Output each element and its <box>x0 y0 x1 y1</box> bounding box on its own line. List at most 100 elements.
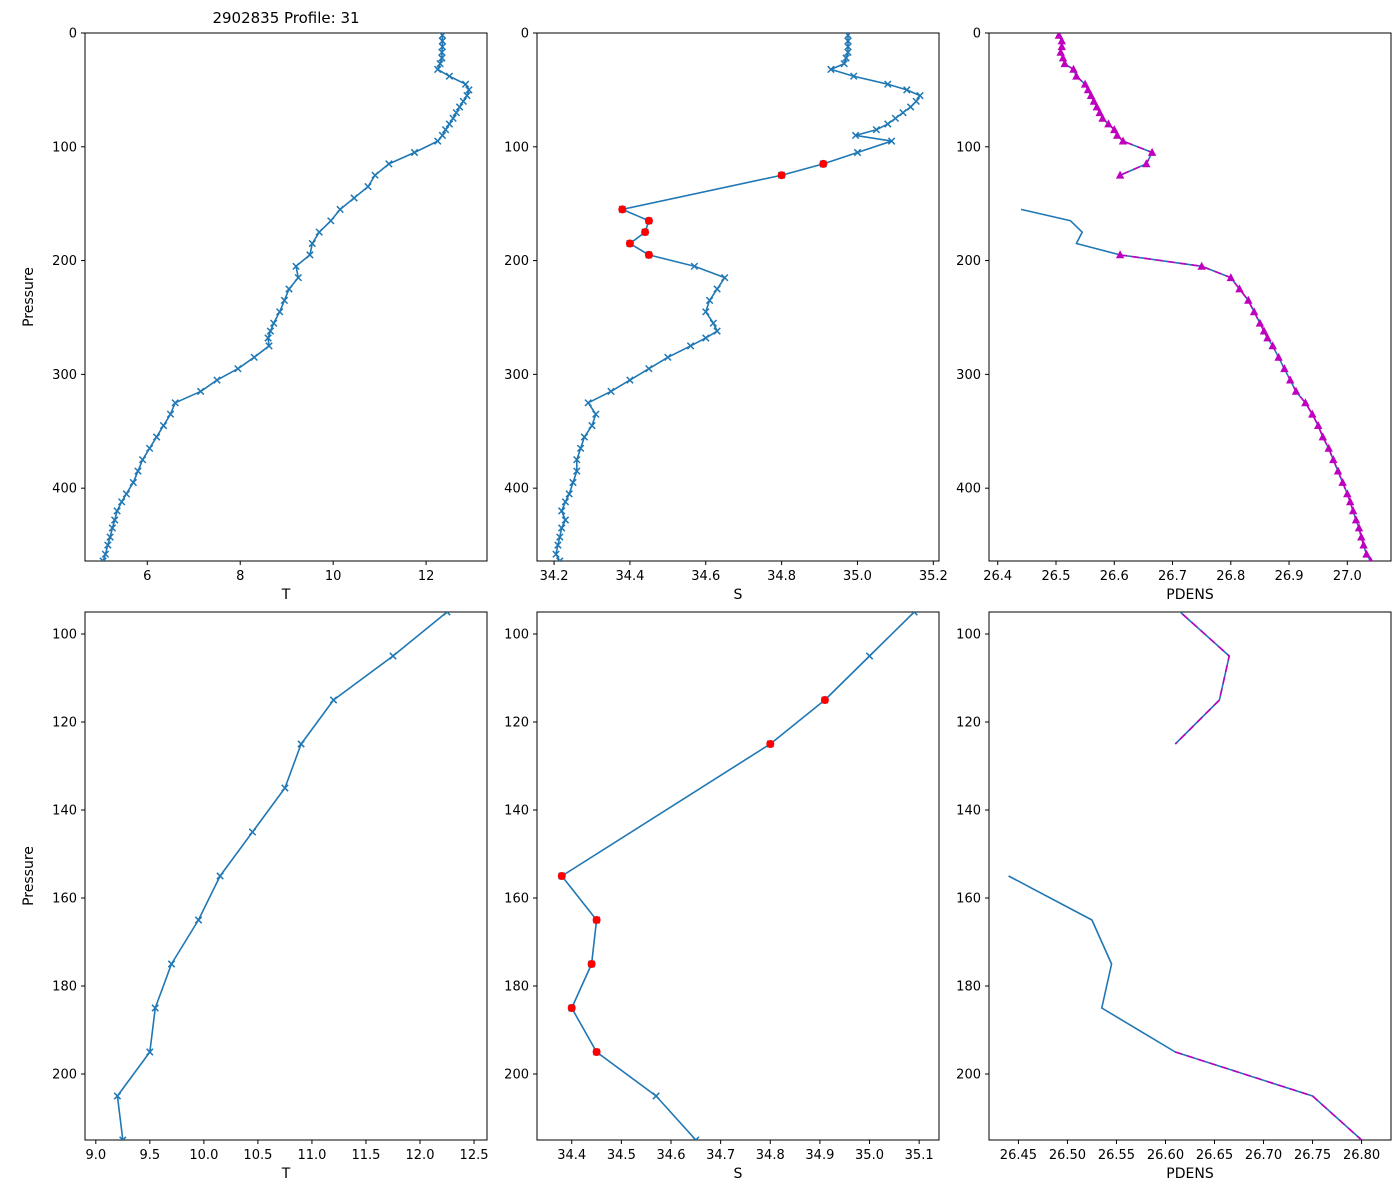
x-tick-label: 34.4 <box>615 569 644 584</box>
x-tick-label: 34.7 <box>706 1148 735 1163</box>
flagged-dot-icon <box>766 740 775 748</box>
x-marker-icon <box>652 1092 660 1100</box>
x-tick-label: 26.55 <box>1098 1148 1135 1163</box>
triangle-marker-icon <box>1235 284 1244 293</box>
y-tick-label: 200 <box>52 254 77 269</box>
x-tick-label: 26.9 <box>1275 569 1304 584</box>
x-marker-icon <box>891 565 897 571</box>
triangle-marker-icon <box>1118 136 1128 145</box>
x-tick-label: 10.5 <box>243 1148 272 1163</box>
axes-box <box>84 611 488 1141</box>
x-tick-label: 26.80 <box>1343 1148 1380 1163</box>
flagged-dot-icon <box>592 1048 601 1056</box>
x-axis-label: S <box>734 587 743 603</box>
x-marker-icon <box>552 550 560 558</box>
x-marker-icon <box>931 411 937 417</box>
triangle-marker-icon <box>1362 549 1371 558</box>
x-marker-icon <box>443 612 451 616</box>
x-marker-icon <box>580 433 589 441</box>
x-marker-icon <box>462 565 468 571</box>
flagged-dot-icon <box>644 216 653 225</box>
x-marker-icon <box>248 828 257 836</box>
triangle-marker-icon <box>1104 119 1113 128</box>
y-tick-label: 400 <box>504 482 529 497</box>
x-marker-icon <box>438 48 446 57</box>
x-marker-icon <box>849 310 855 316</box>
triangle-marker-icon <box>1244 295 1253 304</box>
triangle-marker-icon <box>1095 108 1104 117</box>
triangle-marker-icon <box>1115 250 1125 259</box>
x-marker-icon <box>166 410 175 418</box>
triangle-marker-icon <box>1086 91 1096 99</box>
flagged-dot-icon <box>625 239 634 248</box>
x-marker-icon <box>269 319 278 327</box>
series-line-salinity-zoom <box>561 612 915 1140</box>
triangle-marker-icon <box>1357 532 1366 541</box>
x-axis-label: S <box>734 1166 743 1182</box>
x-marker-icon <box>853 148 862 157</box>
y-tick-label: 180 <box>956 980 981 995</box>
x-marker-icon <box>292 262 300 271</box>
y-tick-label: 100 <box>52 140 77 155</box>
x-marker-icon <box>916 91 924 100</box>
x-marker-icon <box>455 200 461 206</box>
x-marker-icon <box>364 182 372 191</box>
x-marker-icon <box>556 533 564 541</box>
x-marker-icon <box>159 421 168 430</box>
triangle-marker-icon <box>1083 85 1093 94</box>
triangle-marker-icon <box>1255 318 1265 327</box>
x-marker-icon <box>113 507 121 515</box>
x-marker-icon <box>280 296 289 305</box>
triangle-marker-icon <box>1346 497 1355 506</box>
x-marker-icon <box>438 54 446 62</box>
x-marker-icon <box>106 533 114 541</box>
x-marker-icon <box>903 86 911 94</box>
x-marker-icon <box>645 364 653 373</box>
x-marker-icon <box>844 48 852 57</box>
flagged-dot-icon <box>819 159 828 168</box>
x-tick-label: 34.2 <box>540 569 569 584</box>
x-marker-icon <box>281 784 289 792</box>
triangle-marker-icon <box>1110 125 1119 134</box>
triangle-marker-icon <box>1057 36 1066 45</box>
x-marker-icon <box>433 65 442 74</box>
x-marker-icon <box>854 244 860 250</box>
x-tick-label: 26.8 <box>1216 569 1245 584</box>
plot-area <box>113 200 509 1140</box>
x-marker-icon <box>452 108 461 117</box>
x-marker-icon <box>503 455 509 461</box>
flagged-dot-icon <box>567 1004 576 1012</box>
chart-pdens-top: 26.4 26.5 26.6 26.7 26.8 26.9 27.0 0 100 200 300 40… <box>956 27 1392 603</box>
x-tick-label: 26.60 <box>1147 1148 1184 1163</box>
x-marker-icon <box>702 308 710 316</box>
x-marker-icon <box>145 444 154 453</box>
x-marker-icon <box>884 120 892 128</box>
triangle-marker-icon <box>1113 130 1122 139</box>
triangle-marker-icon <box>1226 273 1235 282</box>
chart-title: 2902835 Profile: 31 <box>212 9 359 27</box>
y-axis-label: Pressure <box>21 267 37 327</box>
x-marker-icon <box>842 54 850 62</box>
flagged-dot-icon <box>618 205 627 214</box>
y-tick-label: 180 <box>504 980 529 995</box>
x-marker-icon <box>389 652 397 660</box>
x-marker-icon <box>887 137 896 145</box>
triangle-marker-icon <box>1268 341 1277 350</box>
x-marker-icon <box>308 239 317 248</box>
x-marker-icon <box>844 42 852 51</box>
x-marker-icon <box>561 498 570 506</box>
x-marker-icon <box>864 587 870 593</box>
triangle-marker-icon <box>1351 515 1361 524</box>
y-tick-label: 160 <box>956 892 981 907</box>
x-marker-icon <box>110 516 119 524</box>
y-tick-label: 140 <box>52 804 77 819</box>
triangle-marker-icon <box>1249 307 1259 316</box>
y-tick-label: 100 <box>956 628 981 643</box>
y-tick-label: 0 <box>973 27 981 42</box>
x-tick-label: 8 <box>236 569 244 584</box>
x-marker-icon <box>350 194 358 202</box>
x-marker-icon <box>119 1136 127 1140</box>
x-marker-icon <box>449 310 455 316</box>
x-marker-icon <box>686 342 695 350</box>
x-marker-icon <box>854 266 860 272</box>
